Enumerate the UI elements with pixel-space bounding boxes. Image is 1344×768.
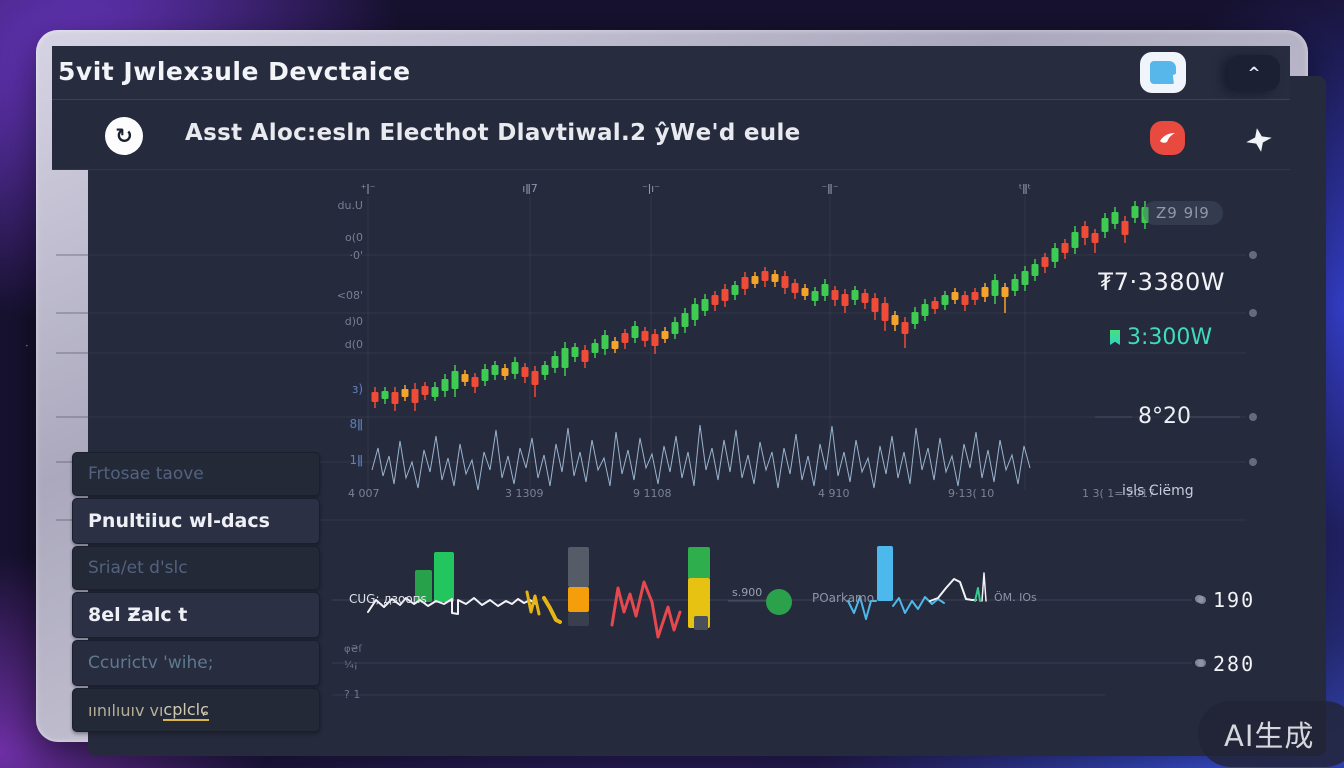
- price-pill: Z9 9l9: [1143, 201, 1223, 225]
- svg-text:¼¡: ¼¡: [344, 659, 358, 671]
- sidebar-item-4[interactable]: 8el Ƶalc t: [72, 592, 320, 638]
- svg-text:8ǁ: 8ǁ: [349, 417, 363, 431]
- svg-text:ᵗǁᵗ: ᵗǁᵗ: [1019, 182, 1031, 195]
- svg-text:з): з): [352, 382, 363, 396]
- refresh-glyph: ↻: [115, 124, 133, 148]
- sidebar-item-1[interactable]: Frtosae taove: [72, 452, 320, 496]
- svg-text:φ₴ſ: φ₴ſ: [344, 644, 362, 655]
- svg-text:4 910: 4 910: [818, 487, 850, 500]
- svg-text:POarkamo: POarkamo: [812, 591, 874, 605]
- refresh-circle-icon[interactable]: ↻: [105, 117, 143, 155]
- svg-text:3 1309: 3 1309: [505, 487, 544, 500]
- sidebar-item-5[interactable]: Ccurictv 'wihe;: [72, 640, 320, 686]
- svg-text:o(0: o(0: [345, 231, 363, 244]
- axis-dot-2: [1195, 659, 1204, 667]
- scale-label-190: 190: [1213, 588, 1256, 612]
- svg-text:9 1108: 9 1108: [633, 487, 672, 500]
- ai-watermark: AI生成: [1198, 701, 1344, 767]
- sparkle-star-icon[interactable]: [1244, 126, 1274, 154]
- scale-label-280: 280: [1213, 652, 1256, 676]
- price-value-teal: 3:300W: [1110, 325, 1212, 350]
- svg-text:·0': ·0': [349, 249, 363, 262]
- svg-text:4 007: 4 007: [348, 487, 380, 500]
- svg-text:⁻ǀı⁻: ⁻ǀı⁻: [642, 182, 660, 195]
- axis-dot-1: [1195, 595, 1204, 603]
- sidebar-item-3[interactable]: Sria/et d'slc: [72, 546, 320, 590]
- svg-text:? 1: ? 1: [344, 688, 360, 701]
- svg-text:1 3( 1= 2017: 1 3( 1= 2017: [1082, 487, 1155, 500]
- price-value-main: ₮7·3380W: [1098, 268, 1225, 296]
- svg-text:⁻ǁ⁻: ⁻ǁ⁻: [821, 182, 838, 195]
- svg-text:CUG; дзоопs: CUG; дзоопs: [349, 592, 427, 606]
- price-value-secondary: 8°20: [1138, 404, 1191, 429]
- app-square-button[interactable]: [1140, 52, 1186, 93]
- svg-text:1ǁ: 1ǁ: [349, 453, 363, 467]
- main-chart: ⁺ǀ⁻ ıǁ7 ⁻ǀı⁻ ⁻ǁ⁻ ᵗǁᵗ du.U o(0 ·0' <08' d)0 d(0 з) 8ǁ…: [56, 182, 1257, 701]
- svg-text:9·13( 10: 9·13( 10: [948, 487, 994, 500]
- blue-square-icon: [1150, 61, 1176, 84]
- svg-text:du.U: du.U: [337, 199, 363, 212]
- swoosh-icon: [1160, 133, 1175, 143]
- svg-text:ÖM. IOs: ÖM. IOs: [994, 591, 1037, 604]
- svg-text:s.900: s.900: [732, 586, 762, 599]
- chart-header: ↻ Asst Aloc:esln Electhot Dlavtiwal.2 ŷW…: [52, 100, 1290, 170]
- collapse-button[interactable]: ^: [1228, 55, 1280, 91]
- chart-caption: isls Ciëmg: [1122, 483, 1194, 499]
- sidebar-menu: Frtosae taove Pnultiiuc wl-dacs Sria/et …: [72, 452, 320, 734]
- svg-text:⁺ǀ⁻: ⁺ǀ⁻: [361, 182, 376, 195]
- chart-title: Asst Aloc:esln Electhot Dlavtiwal.2 ŷWе'…: [185, 120, 801, 146]
- svg-text:d)0: d)0: [345, 315, 363, 328]
- window-title: 5vit Jwlexɜule Devctaice: [58, 57, 411, 86]
- svg-text:<08': <08': [337, 289, 363, 302]
- svg-text:d(0: d(0: [345, 338, 363, 351]
- svg-text:ıǁ7: ıǁ7: [522, 182, 537, 195]
- chevron-up-icon: ^: [1247, 64, 1261, 82]
- flag-icon: [1110, 330, 1120, 345]
- sidebar-item-6[interactable]: ıınılıuıv vı cplclɕ: [72, 688, 320, 732]
- title-bar: 5vit Jwlexɜule Devctaice ^: [52, 46, 1290, 100]
- alert-badge[interactable]: [1150, 121, 1185, 155]
- sidebar-item-2[interactable]: Pnultiiuc wl-dacs: [72, 498, 320, 544]
